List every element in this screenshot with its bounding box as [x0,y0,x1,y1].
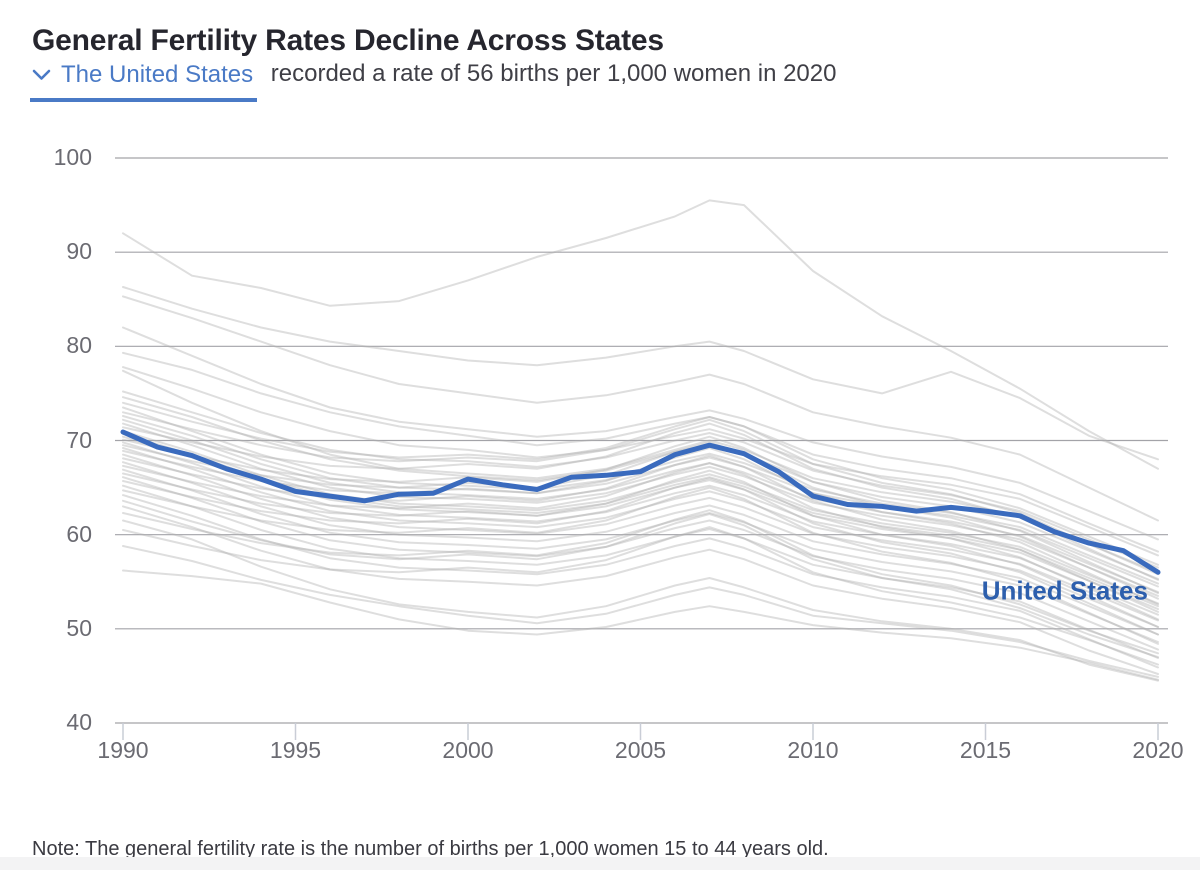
us-line-label: United States [981,575,1148,606]
y-axis-label: 60 [66,520,92,547]
state-line-14[interactable] [122,418,1159,594]
state-line-32[interactable] [122,477,1159,636]
page-bottom-strip [0,857,1200,870]
chart-note: Note: The general fertility rate is the … [32,838,829,860]
y-axis-label: 90 [66,238,92,265]
y-axis-label: 80 [66,332,92,359]
state-line-36[interactable] [122,499,1159,659]
state-line-31[interactable] [122,476,1159,651]
state-line-11[interactable] [122,406,1159,585]
state-line-24[interactable] [122,447,1159,606]
state-line-21[interactable] [122,441,1159,616]
us-line[interactable] [120,429,1161,575]
x-axis-label: 2020 [1132,737,1184,763]
state-line-37[interactable] [122,505,1159,675]
state-line-6[interactable] [122,366,1159,557]
subtitle-text: recorded a rate of 56 births per 1,000 w… [270,60,837,87]
state-line-33[interactable] [122,484,1159,659]
state-line-15[interactable] [122,422,1159,597]
page-title: General Fertility Rates Decline Across S… [32,24,664,58]
state-line-42[interactable] [122,569,1159,681]
state-line-10[interactable] [122,401,1159,566]
x-axis-label: 1995 [269,737,322,763]
state-line-30[interactable] [122,469,1159,628]
state-line-29[interactable] [122,468,1159,643]
state-line-17[interactable] [122,430,1159,605]
x-axis-label: 2010 [787,737,839,763]
state-selector[interactable]: The United States [30,61,258,102]
state-line-39[interactable] [122,519,1159,682]
state-line-25[interactable] [122,453,1159,628]
state-line-40[interactable] [122,526,1159,666]
x-axis-label: 1990 [97,737,149,763]
y-axis-label: 50 [66,614,92,641]
state-line-41[interactable] [122,545,1159,678]
y-axis-label: 100 [53,144,92,170]
state-line-34[interactable] [122,486,1159,645]
state-line-23[interactable] [122,447,1159,622]
state-line-4[interactable] [122,326,1159,541]
state-line-12[interactable] [122,411,1159,576]
y-axis-label: 70 [66,426,92,453]
state-line-20[interactable] [122,435,1159,595]
state-line-16[interactable] [122,422,1159,581]
x-axis-label: 2000 [442,737,494,763]
state-line-22[interactable] [122,441,1159,600]
state-line-13[interactable] [122,415,1159,588]
state-line-2[interactable] [122,286,1159,461]
chart-subtitle: The United States recorded a rate of 56 … [30,60,837,102]
state-line-3[interactable] [122,295,1159,522]
y-axis-label: 40 [66,709,92,735]
x-axis-label: 2005 [614,737,667,763]
state-selector-label: The United States [61,61,254,88]
state-line-1[interactable] [122,199,1159,470]
state-line-5[interactable] [122,351,1159,553]
state-line-7[interactable] [122,369,1159,574]
state-line-8[interactable] [122,390,1159,569]
chevron-down-icon [32,69,51,81]
state-line-38[interactable] [122,509,1159,655]
state-line-28[interactable] [122,462,1159,621]
state-line-35[interactable] [122,494,1159,669]
state-line-27[interactable] [122,461,1159,636]
x-axis-label: 2015 [959,737,1012,763]
